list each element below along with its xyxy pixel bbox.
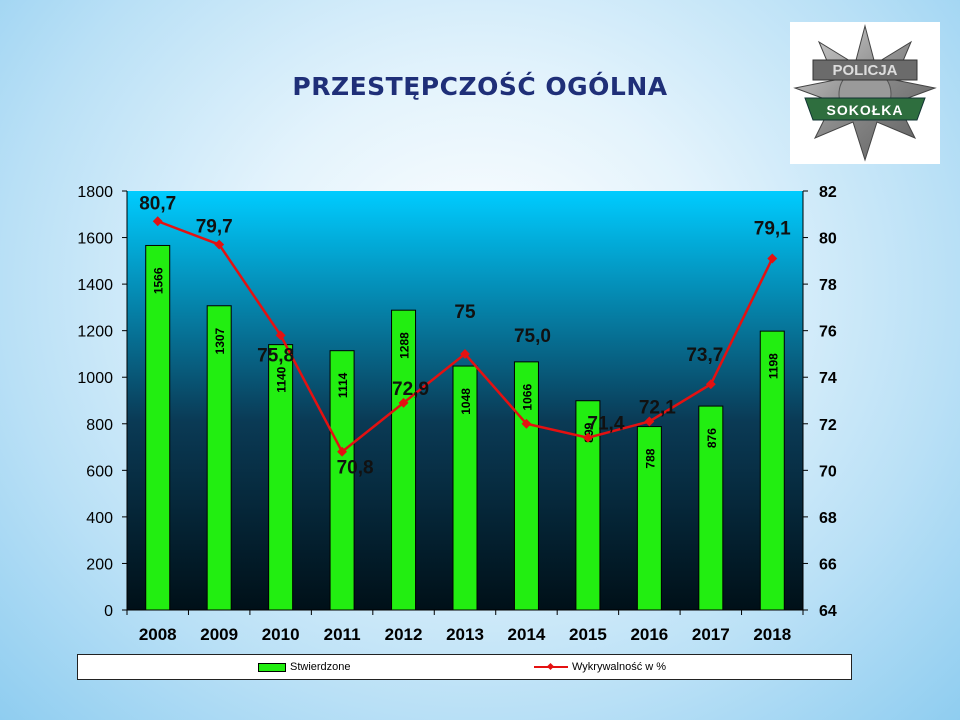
bar-value-label: 1288 [398,332,412,359]
line-point [767,253,778,264]
bar-value-label: 1198 [766,353,780,379]
legend-bar-swatch [258,662,286,672]
line-labels: 80,7 79,7 75,8 70,8 72,9 75 75,0 71,4 72,1 73,7 79… [139,193,791,478]
line-point [705,379,716,390]
x-tick-label: 2015 [569,625,607,644]
line-point [460,348,470,359]
bar-series [145,244,785,611]
line-point [398,397,409,408]
x-tick-label: 2011 [324,625,361,644]
legend-label-line: Wykrywalność w % [572,661,667,673]
left-axis: 0 200 400 600 800 1000 1200 1400 1600 1800 [77,184,128,620]
right-tick-label: 78 [819,277,837,294]
line-value-label: 75 [454,302,476,323]
left-tick-label: 1400 [77,277,113,294]
line-point [521,418,532,429]
legend-label-bars: Stwierdzone [290,661,351,673]
x-axis: 2008 2009 2010 2011 2012 2013 2014 2015 2016 2017… [126,609,804,644]
right-tick-label: 64 [819,603,837,620]
right-tick-label: 76 [819,324,837,341]
line-value-label: 72,1 [639,397,676,418]
bar [145,244,171,611]
right-tick-label: 72 [819,417,837,434]
right-tick-label: 80 [819,231,837,248]
legend-item-line: Wykrywalność w % [534,661,666,673]
right-tick-label: 70 [819,463,837,480]
x-tick-label: 2010 [262,625,300,644]
right-tick-label: 66 [819,556,837,573]
bar-value-label: 1140 [275,366,289,392]
line-value-label: 71,4 [587,414,624,435]
line-point [582,432,593,443]
left-tick-label: 0 [104,603,113,620]
bar [452,365,478,611]
line-point [275,330,286,341]
bar [206,305,232,611]
line-point [644,416,655,427]
left-tick-label: 600 [86,463,113,480]
line-value-label: 80,7 [139,193,176,214]
logo-ribbon-text: SOKOŁKA [827,102,904,118]
bar-value-label: 1566 [152,267,166,294]
left-tick-label: 1600 [77,231,113,248]
x-tick-label: 2013 [446,625,484,644]
left-tick-label: 1800 [77,184,113,201]
line-series [152,216,778,457]
bar-value-label: 1114 [336,372,350,398]
line-point [214,239,225,250]
line-value-label: 70,8 [337,458,374,479]
bar-value-label: 1307 [213,327,227,354]
bar [636,426,662,611]
logo-badge-text: POLICJA [832,62,897,79]
line-value-label: 75,8 [257,345,294,366]
line-value-label: 72,9 [392,379,429,400]
legend-line-swatch [534,662,568,672]
line-point [152,216,163,227]
x-tick-label: 2009 [200,625,238,644]
line-value-label: 79,7 [196,217,233,238]
left-tick-label: 200 [86,556,113,573]
line-value-label: 73,7 [686,345,723,366]
right-axis: 64 66 68 70 72 74 76 78 80 82 [802,184,837,620]
x-tick-label: 2008 [139,625,177,644]
x-tick-label: 2014 [508,625,546,644]
bar [391,309,417,611]
bar-value-label: 876 [705,428,719,448]
chart-legend: Stwierdzone Wykrywalność w % [77,654,852,680]
bar [759,330,785,611]
line-value-label: 79,1 [754,219,791,240]
x-tick-label: 2017 [692,625,730,644]
bar [329,350,355,611]
legend-item-bars: Stwierdzone [258,661,351,673]
right-tick-label: 82 [819,184,837,201]
line-value-label: 75,0 [514,326,551,347]
x-tick-label: 2012 [385,625,423,644]
left-tick-label: 800 [86,417,113,434]
bar-value-label: 1066 [520,384,534,411]
left-tick-label: 1000 [77,370,113,387]
left-tick-label: 1200 [77,324,113,341]
bar [268,344,294,611]
x-tick-label: 2016 [630,625,668,644]
x-tick-label: 2018 [753,625,791,644]
bar [513,361,539,611]
police-logo: POLICJA SOKOŁKA [790,22,940,164]
bar-value-label: 1048 [459,388,473,415]
line-point [337,446,348,457]
page-title: PRZESTĘPCZOŚĆ OGÓLNA [292,72,668,101]
police-star-badge-icon: POLICJA SOKOŁKA [793,24,937,162]
bar-value-label: 788 [643,448,657,468]
left-tick-label: 400 [86,510,113,527]
right-tick-label: 74 [819,370,837,387]
right-tick-label: 68 [819,510,837,527]
